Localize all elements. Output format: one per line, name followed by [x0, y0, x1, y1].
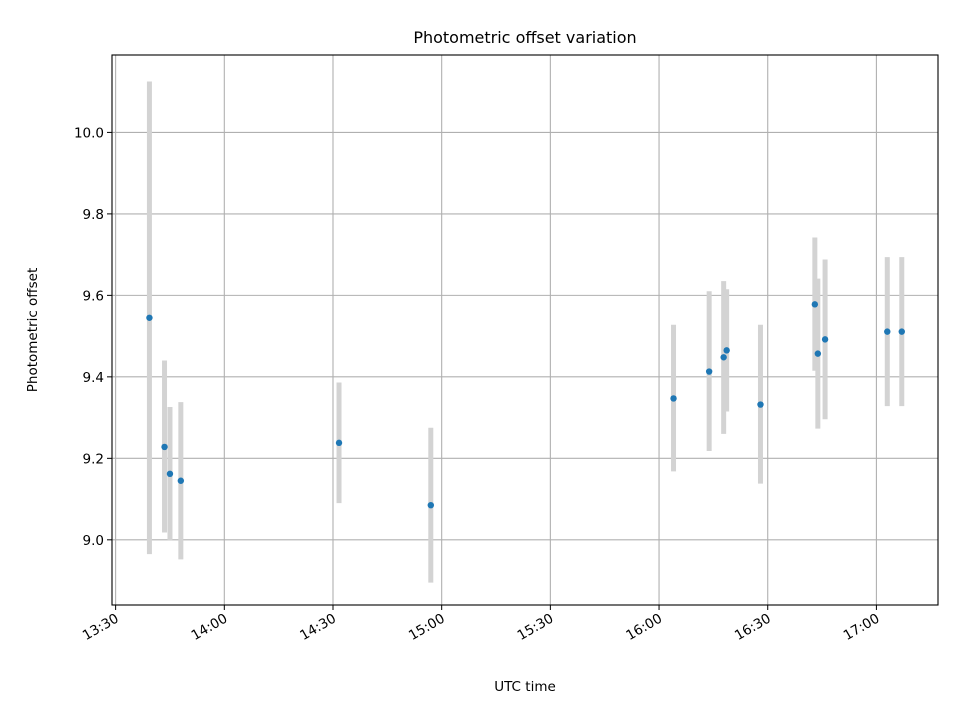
data-point [884, 328, 891, 335]
y-tick-label: 9.6 [83, 288, 104, 304]
data-point [705, 368, 713, 375]
data-point [821, 336, 829, 343]
data-point [723, 347, 730, 354]
x-tick-label: 16:00 [623, 611, 665, 644]
data-point [720, 354, 727, 361]
data-point [811, 301, 819, 308]
y-axis-label: Photometric offset [25, 268, 41, 392]
data-point [670, 395, 677, 402]
x-tick-label: 14:00 [189, 611, 231, 644]
y-tick-label: 10.0 [74, 125, 104, 141]
y-tick-label: 9.2 [83, 451, 104, 467]
x-tick-label: 13:30 [80, 611, 122, 644]
data-point [161, 443, 168, 451]
x-tick-label: 15:30 [515, 611, 557, 644]
data-point [427, 501, 435, 509]
x-tick-label: 16:30 [732, 611, 774, 644]
y-tick-label: 9.0 [83, 533, 104, 549]
plot-frame [111, 54, 939, 606]
x-tick-label: 17:00 [841, 611, 883, 644]
errorbar-layer [146, 81, 905, 583]
data-point [814, 350, 822, 357]
x-tick-label: 14:30 [297, 611, 339, 644]
y-tick-label: 9.4 [83, 370, 104, 386]
data-point [166, 470, 174, 478]
data-point [177, 477, 185, 484]
data-point [335, 439, 343, 447]
data-point [146, 314, 153, 321]
point-layer [146, 301, 905, 509]
x-tick-label: 15:00 [406, 611, 448, 644]
x-axis-label: UTC time [494, 679, 556, 695]
y-tick-label: 9.8 [83, 207, 104, 223]
data-point [757, 401, 764, 408]
chart-title: Photometric offset variation [413, 28, 636, 47]
data-point [898, 328, 905, 335]
grid-layer [112, 55, 938, 605]
